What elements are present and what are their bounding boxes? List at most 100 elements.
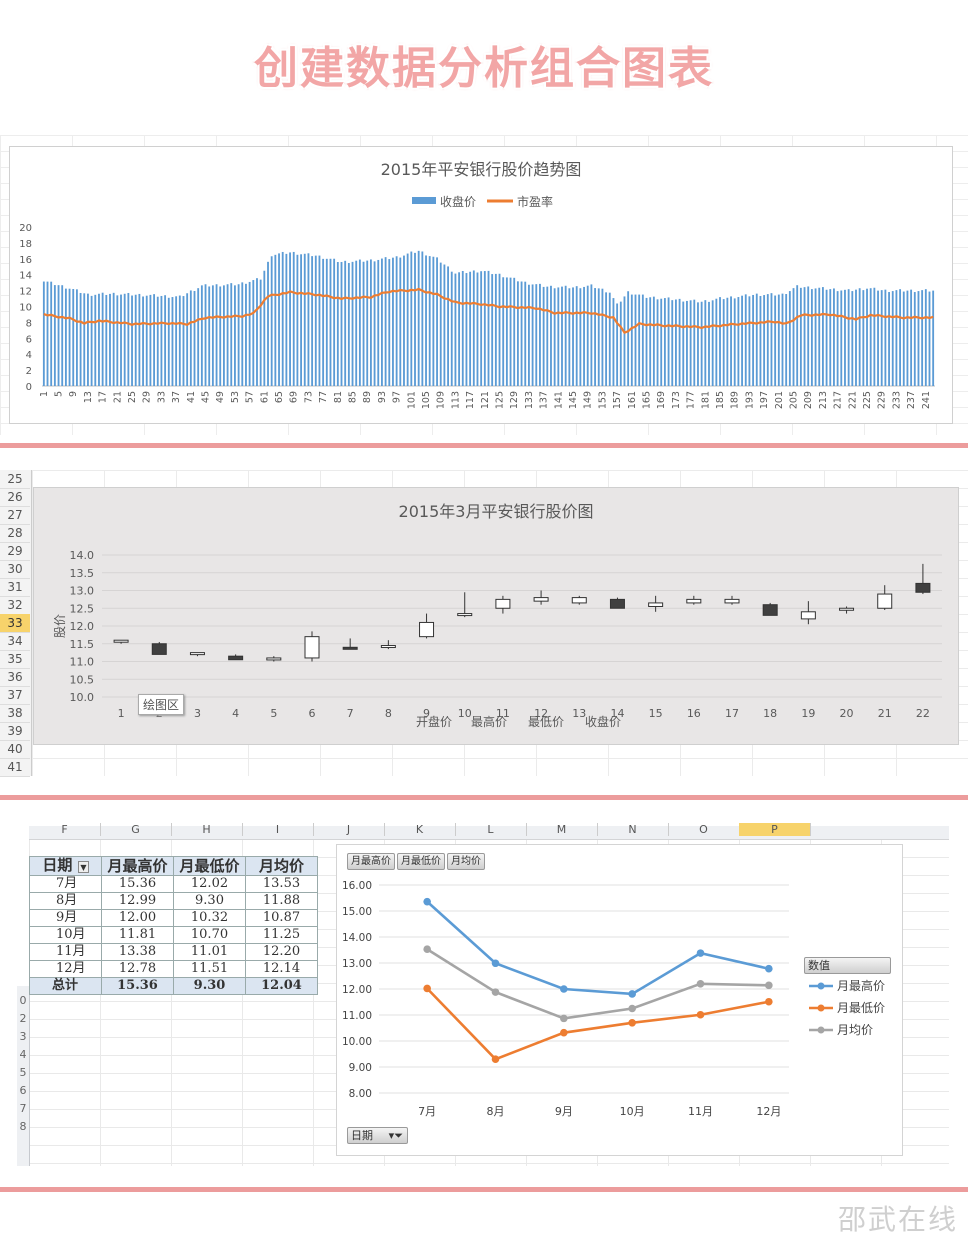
x-tick-label: 65	[274, 391, 285, 403]
x-tick-label: 21	[112, 391, 123, 403]
bar-close	[153, 294, 156, 386]
row-number[interactable]: 27	[0, 506, 30, 525]
bar-close	[336, 262, 339, 386]
column-letter[interactable]: F	[29, 823, 101, 836]
table-row[interactable]: 11月 13.38 11.01 12.20	[29, 943, 318, 961]
x-tick-label: 16	[687, 707, 701, 720]
bar-close	[866, 288, 868, 386]
row-number[interactable]: 33	[0, 614, 30, 633]
bar-close	[906, 290, 909, 386]
column-letter[interactable]: O	[668, 823, 740, 836]
bar-close	[715, 298, 718, 386]
bar-close	[90, 295, 93, 386]
x-tick-label: 5	[270, 707, 277, 720]
row-number[interactable]: 34	[0, 632, 30, 651]
column-letter[interactable]: J	[313, 823, 385, 836]
y-tick-label: 10.5	[70, 673, 95, 686]
chart3-svg: 8.00 9.00 10.00 11.00 12.00 13.00 14.00 15.00 16…	[342, 880, 885, 1118]
chart2-area[interactable]: 2015年3月平安银行股价图 10.0 10.5 11.0 11.5 12.0 12.5 13…	[33, 487, 959, 745]
row-number[interactable]: 4	[19, 1048, 27, 1061]
data-point	[560, 1028, 568, 1037]
table-row[interactable]: 12月 12.78 11.51 12.14	[29, 960, 318, 978]
table-cell: 11.51	[173, 960, 246, 978]
bar-close	[594, 288, 596, 386]
row-number[interactable]: 6	[19, 1084, 27, 1097]
data-point	[765, 981, 773, 990]
column-letter[interactable]: N	[597, 823, 669, 836]
table-cell: 10.70	[173, 926, 246, 944]
data-point	[696, 1010, 705, 1019]
row-number[interactable]: 25	[0, 470, 30, 489]
column-letter[interactable]: M	[526, 823, 598, 836]
table-row[interactable]: 9月 12.00 10.32 10.87	[29, 909, 318, 927]
table-row[interactable]: 10月 11.81 10.70 11.25	[29, 926, 318, 944]
x-tick-label: 77	[318, 391, 329, 403]
row-number[interactable]: 32	[0, 596, 30, 615]
date-filter-button[interactable]: 日期 ▾⏷	[347, 1127, 408, 1144]
x-tick-label: 10	[458, 707, 472, 720]
column-letter[interactable]: G	[100, 823, 172, 836]
row-number[interactable]: 5	[19, 1066, 27, 1079]
filter-icon[interactable]: ▼	[78, 861, 89, 873]
bar-close	[384, 257, 387, 386]
field-button[interactable]: 月最低价	[397, 853, 445, 870]
row-number[interactable]: 31	[0, 578, 30, 597]
table-row[interactable]: 8月 12.99 9.30 11.88	[29, 892, 318, 910]
candle-body	[380, 645, 396, 649]
field-button[interactable]: 月最高价	[347, 853, 395, 870]
column-letter[interactable]: I	[242, 823, 314, 836]
bar-close	[278, 253, 280, 386]
bar-close	[792, 288, 795, 386]
bar-close	[616, 303, 619, 386]
x-tick-label: 12月	[756, 1105, 781, 1118]
x-tick-label: 37	[171, 391, 182, 403]
bar-close	[539, 283, 541, 386]
date-header-filter[interactable]: 日期 ▼	[29, 856, 102, 876]
x-tick-label: 6	[309, 707, 316, 720]
bar-close	[741, 295, 743, 386]
bar-close	[590, 284, 593, 386]
column-header-cell: 月最高价	[101, 856, 174, 876]
column-letter[interactable]: P	[739, 823, 811, 836]
bar-close	[182, 296, 185, 386]
bar-close	[561, 286, 563, 386]
row-number[interactable]: 39	[0, 722, 30, 741]
column-letter[interactable]: L	[455, 823, 527, 836]
bar-close	[921, 290, 924, 386]
row-number[interactable]: 35	[0, 650, 30, 669]
table-cell: 7月	[29, 875, 102, 893]
total-row[interactable]: 总计 15.36 9.30 12.04	[29, 977, 318, 995]
row-number[interactable]: 36	[0, 668, 30, 687]
column-letter[interactable]: K	[384, 823, 456, 836]
bar-close	[509, 277, 512, 386]
bar-close	[605, 292, 608, 386]
row-number[interactable]: 40	[0, 740, 30, 759]
row-number[interactable]: 7	[19, 1102, 27, 1115]
row-number[interactable]: 29	[0, 542, 30, 561]
field-button[interactable]: 月均价	[447, 853, 485, 870]
row-number[interactable]: 41	[0, 758, 30, 777]
bar-close	[932, 290, 935, 386]
row-number[interactable]: 26	[0, 488, 30, 507]
row-number[interactable]: 28	[0, 524, 30, 543]
x-tick-label: 221	[847, 391, 858, 409]
table-cell: 13.53	[245, 875, 318, 893]
row-number[interactable]: 8	[19, 1120, 27, 1133]
bar-close	[381, 258, 383, 386]
row-number[interactable]: 0	[19, 994, 27, 1007]
data-point	[628, 1004, 636, 1013]
table-cell: 10月	[29, 926, 102, 944]
x-tick-label: 149	[583, 391, 594, 409]
table-row[interactable]: 7月 15.36 12.02 13.53	[29, 875, 318, 893]
row-number[interactable]: 30	[0, 560, 30, 579]
row-number[interactable]: 37	[0, 686, 30, 705]
bar-close	[634, 294, 637, 386]
row-number[interactable]: 38	[0, 704, 30, 723]
column-letter[interactable]: H	[171, 823, 243, 836]
legend-title-button[interactable]: 数值	[804, 957, 891, 974]
row-number[interactable]: 2	[19, 1012, 27, 1025]
chart1-area[interactable]: 2015年平安银行股价趋势图 收盘价 市盈率 0 2 4 6 8 10 12 14 16 18 20 1 5 9…	[9, 146, 953, 424]
pivot-chart-area[interactable]: 8.00 9.00 10.00 11.00 12.00 13.00 14.00 15.00 16…	[336, 844, 903, 1156]
row-number[interactable]: 3	[19, 1030, 27, 1043]
table-cell: 12.14	[245, 960, 318, 978]
